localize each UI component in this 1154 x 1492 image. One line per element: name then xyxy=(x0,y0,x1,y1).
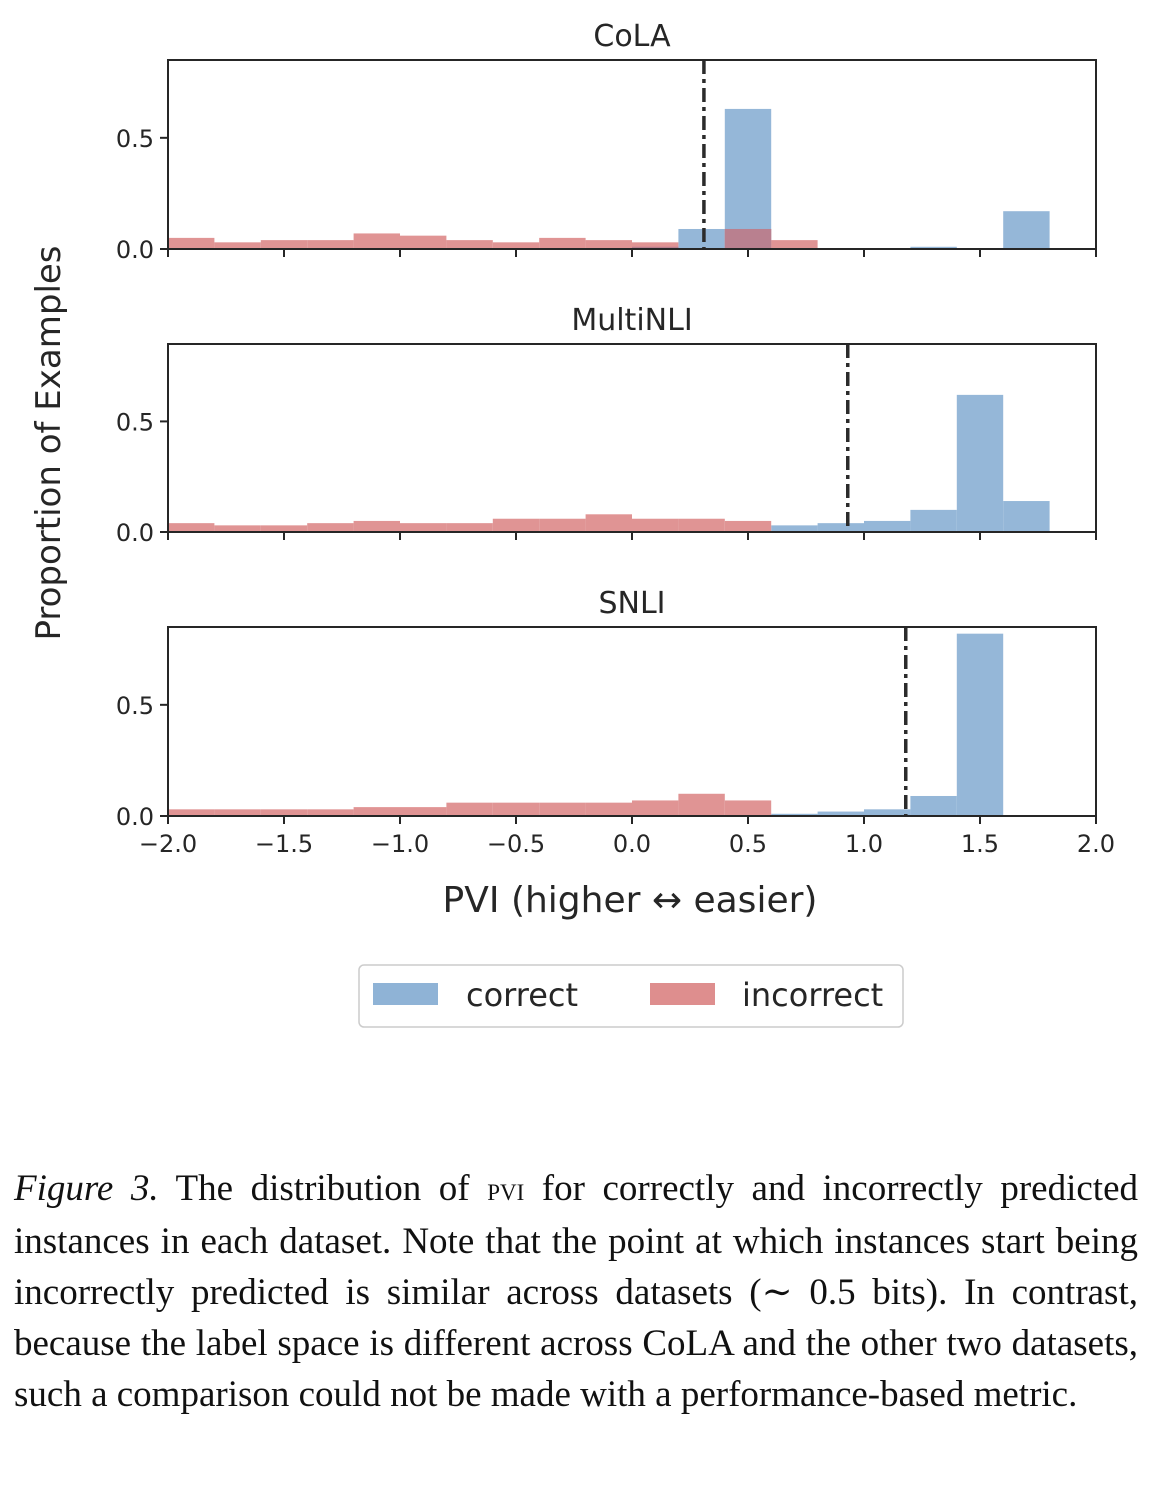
bar-correct-multinli xyxy=(864,520,911,532)
x-tick-label-snli: −1.0 xyxy=(371,830,429,858)
x-tick-label-snli: 1.0 xyxy=(845,830,883,858)
bar-incorrect-multinli xyxy=(678,518,725,532)
x-tick-label-snli: 0.0 xyxy=(613,830,651,858)
y-tick-label-cola: 0.0 xyxy=(116,236,154,264)
bar-incorrect-cola xyxy=(353,233,400,249)
bar-incorrect-multinli xyxy=(307,523,354,532)
bar-incorrect-cola xyxy=(446,240,493,249)
bar-incorrect-cola xyxy=(492,242,540,249)
bar-incorrect-snli xyxy=(307,809,354,816)
bar-incorrect-cola xyxy=(585,240,632,249)
figure: Proportion of Examples PVI (higher ↔ eas… xyxy=(29,19,1115,1028)
bar-overlap-cola xyxy=(724,228,772,249)
panel-cola: CoLA 0.0 0.5 xyxy=(116,19,1097,264)
y-tick-label-snli: 0.5 xyxy=(116,692,154,720)
caption-text-1: The distribution of xyxy=(158,1168,488,1209)
bar-correct-multinli xyxy=(771,525,818,532)
bar-correct-snli xyxy=(910,795,957,816)
figure-caption: Figure 3. The distribution of pvi for co… xyxy=(14,1163,1138,1420)
x-tick-label-snli: 0.5 xyxy=(729,830,767,858)
bar-incorrect-cola xyxy=(400,235,447,249)
bar-incorrect-cola xyxy=(771,240,818,249)
bar-incorrect-multinli xyxy=(585,514,632,532)
caption-text-2: for correctly and incorrectly predicted … xyxy=(14,1168,1138,1415)
bar-correct-cola xyxy=(724,108,772,249)
legend-incorrect-swatch xyxy=(650,983,715,1005)
bar-incorrect-cola xyxy=(307,240,354,249)
bar-incorrect-multinli xyxy=(539,518,586,532)
bar-correct-multinli xyxy=(956,394,1004,532)
bar-correct-snli xyxy=(771,813,818,816)
bar-incorrect-snli xyxy=(585,802,632,816)
bar-incorrect-multinli xyxy=(724,520,772,532)
bar-incorrect-snli xyxy=(492,802,540,816)
panel-multinli: MultiNLI 0.0 0.5 xyxy=(116,303,1097,547)
bar-incorrect-multinli xyxy=(400,523,447,532)
bar-incorrect-multinli xyxy=(214,525,261,532)
bar-incorrect-snli xyxy=(214,809,261,816)
bar-incorrect-multinli xyxy=(168,523,215,532)
bar-correct-multinli xyxy=(910,509,957,532)
panel-title-snli: SNLI xyxy=(598,586,665,621)
bar-incorrect-multinli xyxy=(492,518,540,532)
bar-incorrect-cola xyxy=(168,237,215,249)
bar-incorrect-snli xyxy=(724,800,772,816)
bar-correct-multinli xyxy=(817,523,864,532)
x-tick-label-snli: −1.5 xyxy=(255,830,313,858)
bar-correct-snli xyxy=(864,809,911,816)
bar-correct-cola xyxy=(678,228,725,249)
bar-incorrect-multinli xyxy=(632,518,679,532)
bar-incorrect-snli xyxy=(353,807,400,816)
bar-incorrect-snli xyxy=(168,809,215,816)
y-tick-label-multinli: 0.0 xyxy=(116,519,154,547)
x-tick-label-snli: −2.0 xyxy=(139,830,197,858)
bar-incorrect-snli xyxy=(400,807,447,816)
bar-correct-snli xyxy=(817,811,864,816)
bar-incorrect-snli xyxy=(632,800,679,816)
bar-incorrect-multinli xyxy=(260,525,308,532)
caption-pvi: pvi xyxy=(487,1172,525,1208)
bar-overlap-cola xyxy=(632,246,679,249)
bar-correct-cola xyxy=(1003,211,1050,249)
histogram-figure: Proportion of Examples PVI (higher ↔ eas… xyxy=(29,19,1115,1028)
bar-correct-snli xyxy=(956,633,1004,816)
x-tick-label-snli: −0.5 xyxy=(487,830,545,858)
bar-incorrect-snli xyxy=(260,809,308,816)
bar-incorrect-snli xyxy=(678,793,725,816)
bar-correct-cola xyxy=(910,246,957,249)
bar-incorrect-cola xyxy=(214,242,261,249)
x-tick-label-snli: 1.5 xyxy=(961,830,999,858)
panel-title-multinli: MultiNLI xyxy=(571,303,692,338)
legend-correct-label: correct xyxy=(466,976,578,1014)
bar-incorrect-snli xyxy=(539,802,586,816)
bar-incorrect-multinli xyxy=(446,523,493,532)
y-tick-label-snli: 0.0 xyxy=(116,803,154,831)
bar-incorrect-multinli xyxy=(353,520,400,532)
bar-incorrect-snli xyxy=(446,802,493,816)
bar-correct-multinli xyxy=(1003,501,1050,532)
legend-correct-swatch xyxy=(373,983,438,1005)
bar-incorrect-cola xyxy=(632,242,679,249)
plot-frame-cola xyxy=(167,59,1097,250)
legend: correct incorrect xyxy=(358,964,904,1028)
y-tick-label-multinli: 0.5 xyxy=(116,408,154,436)
panel-snli: SNLI 0.0 0.5 −2.0 −1.5 −1.0 −0.5 0.0 0.5 1.0 1.5 2.… xyxy=(116,586,1115,858)
legend-frame xyxy=(358,964,904,1028)
y-axis-label: Proportion of Examples xyxy=(29,245,69,640)
x-tick-label-snli: 2.0 xyxy=(1077,830,1115,858)
legend-incorrect-label: incorrect xyxy=(742,976,883,1014)
bar-incorrect-cola xyxy=(539,237,586,249)
panel-title-cola: CoLA xyxy=(593,19,671,54)
caption-figure-label: Figure 3. xyxy=(14,1168,159,1209)
bar-incorrect-cola xyxy=(260,240,308,249)
y-tick-label-cola: 0.5 xyxy=(116,125,154,153)
x-axis-label: PVI (higher ↔ easier) xyxy=(443,880,818,921)
